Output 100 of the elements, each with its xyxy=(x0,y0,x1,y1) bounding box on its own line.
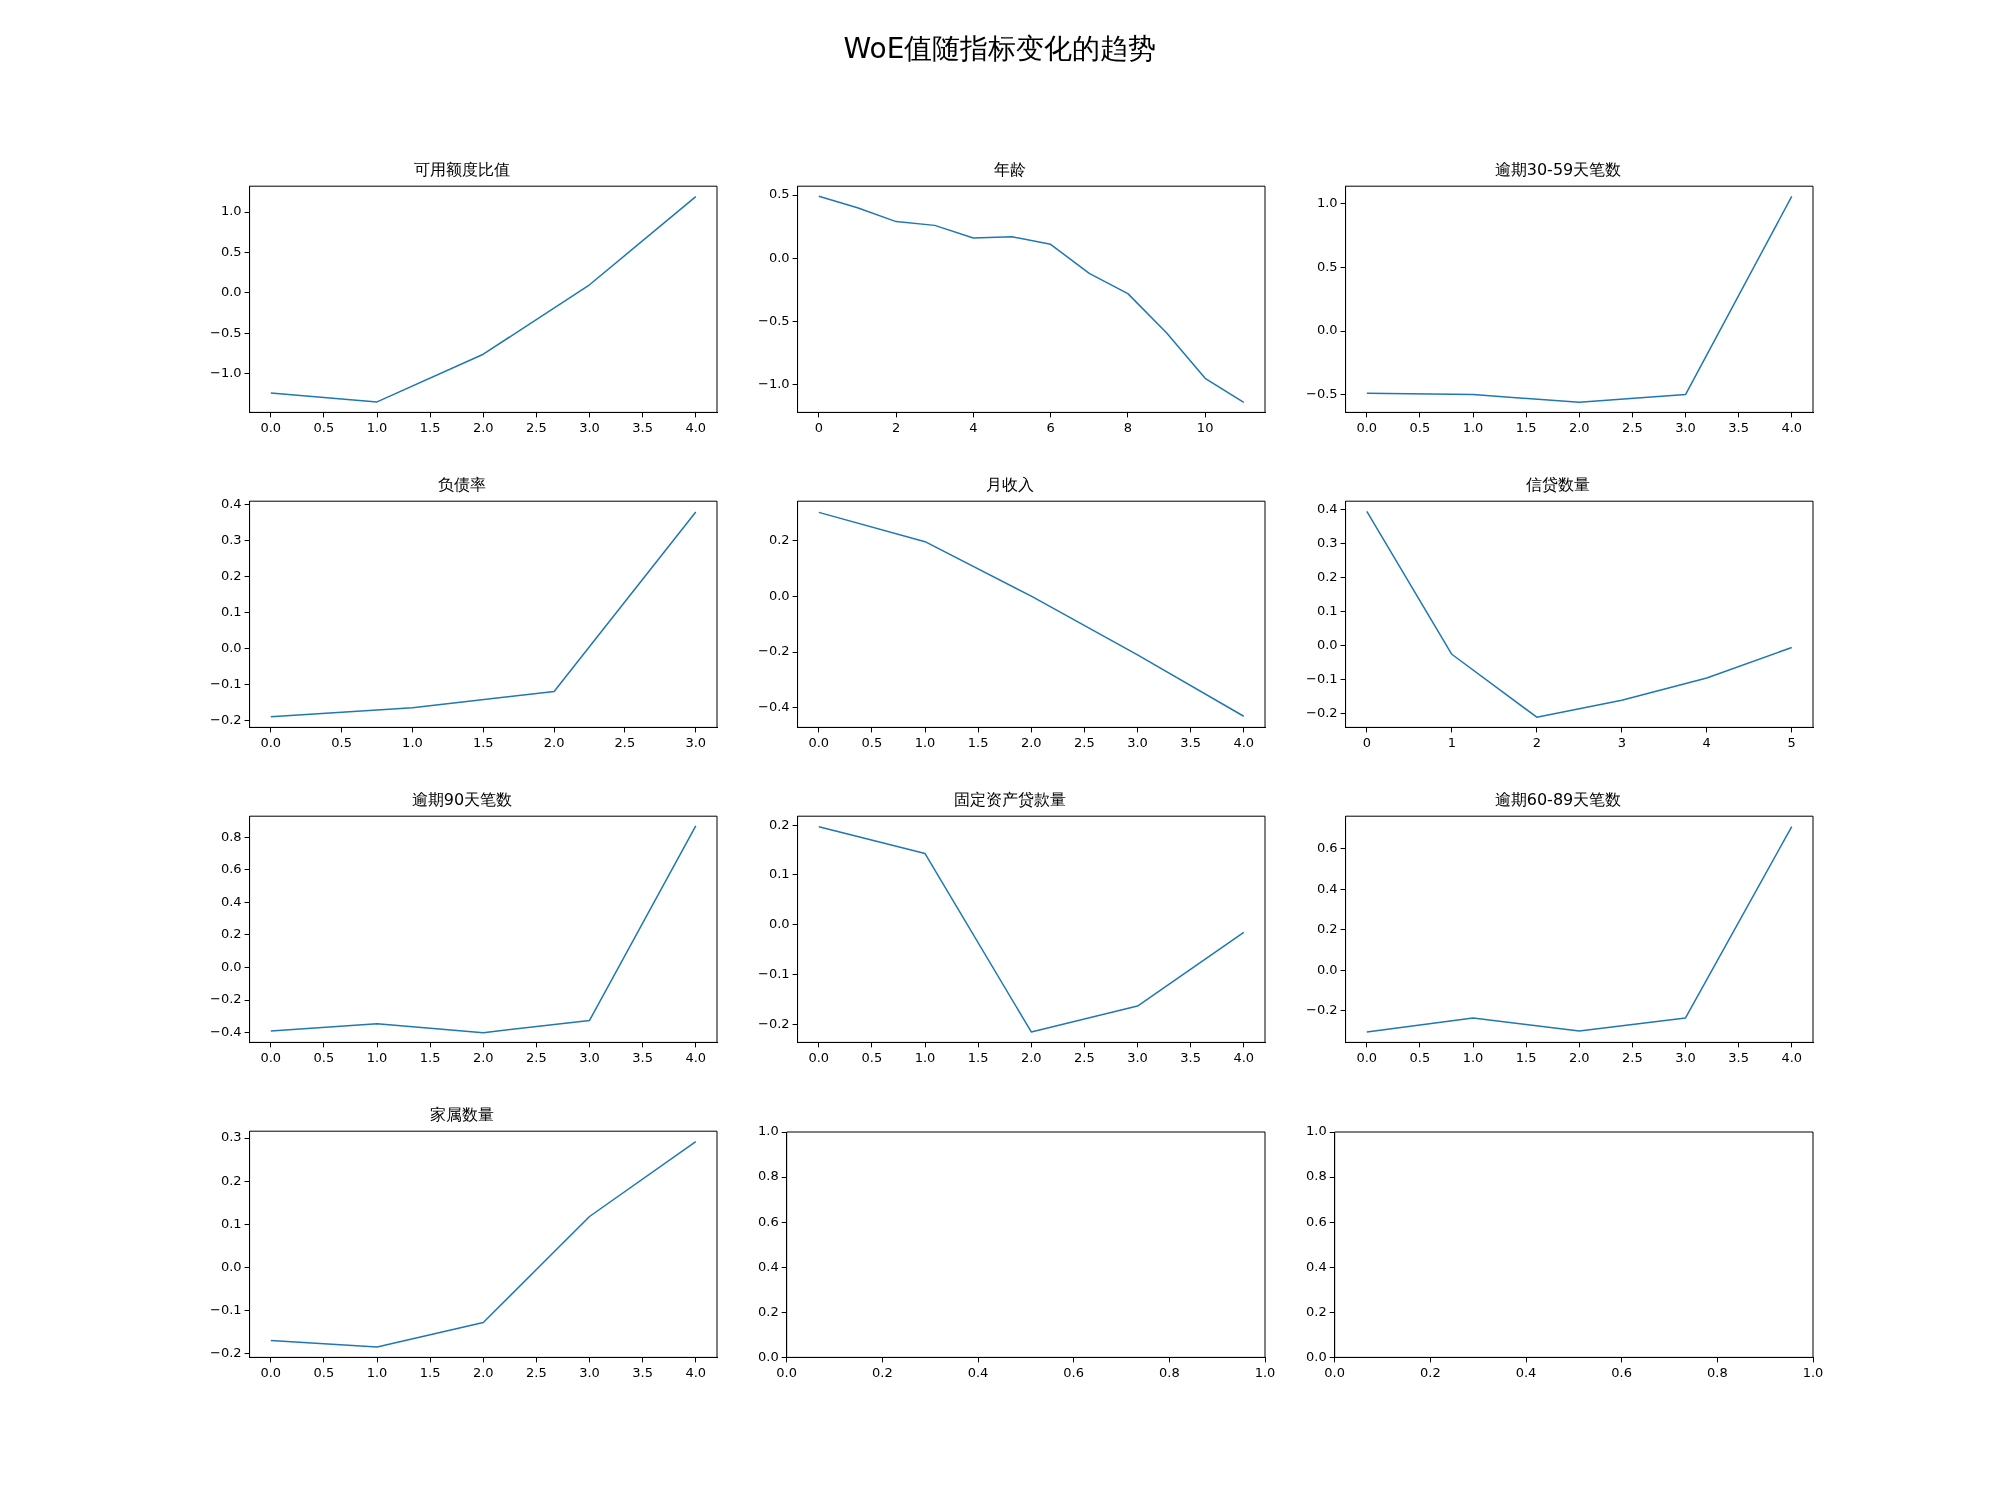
y-tick-label: 0.5 xyxy=(1316,258,1338,274)
y-tick-label: −0.2 xyxy=(1305,1002,1338,1018)
x-tick-label: 4.0 xyxy=(1233,734,1255,750)
x-tick-label: 2.0 xyxy=(472,1364,494,1380)
x-tick-label: 4.0 xyxy=(685,1049,707,1065)
y-tick-label: −1.0 xyxy=(757,375,790,391)
x-tick-label: 0.4 xyxy=(1515,1364,1537,1380)
y-tick-label: 1.0 xyxy=(1316,195,1338,211)
x-tick-label: 0.6 xyxy=(1063,1364,1085,1380)
y-tick-label: 0.2 xyxy=(220,567,242,583)
x-tick-label: 3.5 xyxy=(632,1049,653,1065)
y-tick-label: 0.8 xyxy=(757,1168,779,1184)
y-tick-label: 0.1 xyxy=(1316,603,1338,619)
y-tick-label: 0.0 xyxy=(768,916,790,932)
x-tick-label: 0.5 xyxy=(313,1364,335,1380)
chart-title: 固定资产贷款量 xyxy=(954,789,1066,809)
x-tick-label: 4.0 xyxy=(1781,419,1803,435)
x-tick-label: 3.0 xyxy=(1675,419,1696,435)
x-tick-label: 1.0 xyxy=(914,734,936,750)
y-tick-label: 0.2 xyxy=(220,926,242,942)
x-tick-label: 1.0 xyxy=(402,734,423,750)
x-tick-label: 3.5 xyxy=(1728,1049,1749,1065)
x-tick-label: 1.0 xyxy=(366,419,388,435)
x-tick-label: 0.0 xyxy=(1356,419,1378,435)
y-tick-label: −0.2 xyxy=(757,643,790,659)
y-tick-label: 0.4 xyxy=(757,1258,779,1274)
x-tick-label: 3 xyxy=(1617,734,1626,750)
x-tick-label: 4.0 xyxy=(685,1364,707,1380)
y-tick-label: −0.5 xyxy=(757,312,790,328)
x-tick-label: 2.5 xyxy=(526,1364,547,1380)
x-tick-label: 3.5 xyxy=(632,1364,653,1380)
x-tick-label: 0 xyxy=(814,419,823,435)
y-tick-label: 0.0 xyxy=(1316,322,1338,338)
y-tick-label: 0.1 xyxy=(220,1215,242,1231)
x-tick-label: 0.5 xyxy=(861,1049,883,1065)
chart-title: 家属数量 xyxy=(430,1104,494,1124)
x-tick-label: 2.5 xyxy=(1622,1049,1643,1065)
x-tick-label: 2.5 xyxy=(1074,1049,1095,1065)
x-tick-label: 2.5 xyxy=(614,734,636,750)
x-tick-label: 4.0 xyxy=(1233,1049,1255,1065)
chart-title: 逾期90天笔数 xyxy=(411,789,513,809)
x-tick-label: 4.0 xyxy=(1781,1049,1803,1065)
x-tick-label: 0.0 xyxy=(260,1049,282,1065)
y-tick-label: 0.6 xyxy=(1305,1213,1327,1229)
y-tick-label: 0.2 xyxy=(1316,921,1338,937)
x-tick-label: 6 xyxy=(1046,419,1055,435)
x-tick-label: 2.0 xyxy=(1020,734,1042,750)
x-tick-label: 1.5 xyxy=(419,1049,441,1065)
y-tick-label: 0.4 xyxy=(1316,880,1338,896)
y-tick-label: 0.2 xyxy=(768,816,790,832)
x-tick-label: 2.5 xyxy=(526,419,547,435)
y-tick-label: −0.4 xyxy=(209,1024,242,1040)
x-tick-label: 3.0 xyxy=(1127,734,1148,750)
x-tick-label: 0.0 xyxy=(1356,1049,1378,1065)
x-tick-label: 5 xyxy=(1787,734,1796,750)
x-tick-label: 3.0 xyxy=(1675,1049,1696,1065)
y-tick-label: 0.2 xyxy=(768,531,790,547)
x-tick-label: 2.0 xyxy=(543,734,565,750)
y-tick-label: 0.2 xyxy=(757,1303,779,1319)
x-tick-label: 0.2 xyxy=(872,1364,893,1380)
y-tick-label: −0.1 xyxy=(1305,671,1338,687)
y-tick-label: 0.4 xyxy=(220,893,242,909)
y-tick-label: −0.1 xyxy=(757,966,790,982)
x-tick-label: 0.5 xyxy=(313,419,335,435)
y-tick-label: −0.2 xyxy=(1305,705,1338,721)
x-tick-label: 3.0 xyxy=(685,734,707,750)
y-tick-label: 0.6 xyxy=(220,861,242,877)
x-tick-label: 2.0 xyxy=(1568,419,1590,435)
chart-title: 信贷数量 xyxy=(1526,474,1590,494)
chart-title: 负债率 xyxy=(438,474,486,494)
y-tick-label: 0.5 xyxy=(768,186,790,202)
x-tick-label: 4 xyxy=(969,419,978,435)
x-tick-label: 0.0 xyxy=(260,419,282,435)
y-tick-label: 0.3 xyxy=(220,532,242,548)
y-tick-label: 0.2 xyxy=(220,1172,242,1188)
y-tick-label: 1.0 xyxy=(220,203,242,219)
x-tick-label: 0.2 xyxy=(1420,1364,1441,1380)
x-tick-label: 2 xyxy=(1532,734,1541,750)
y-tick-label: 1.0 xyxy=(757,1123,779,1139)
x-tick-label: 1.0 xyxy=(1254,1364,1276,1380)
x-tick-label: 1.0 xyxy=(1802,1364,1824,1380)
x-tick-label: 2.5 xyxy=(1074,734,1095,750)
x-tick-label: 2.0 xyxy=(1020,1049,1042,1065)
y-tick-label: 0.4 xyxy=(1316,501,1338,517)
y-tick-label: 0.2 xyxy=(1305,1303,1327,1319)
y-tick-label: −0.2 xyxy=(209,711,242,727)
y-tick-label: 0.3 xyxy=(220,1129,242,1145)
y-tick-label: 0.0 xyxy=(220,284,242,300)
y-tick-label: −1.0 xyxy=(209,365,242,380)
y-tick-label: −0.4 xyxy=(757,699,790,715)
x-tick-label: 2.0 xyxy=(1568,1049,1590,1065)
x-tick-label: 1.5 xyxy=(967,734,989,750)
x-tick-label: 1.0 xyxy=(366,1364,388,1380)
x-tick-label: 10 xyxy=(1196,419,1214,435)
y-tick-label: −0.5 xyxy=(209,324,242,340)
y-tick-label: 0.1 xyxy=(768,866,790,882)
x-tick-label: 0.8 xyxy=(1706,1364,1728,1380)
x-tick-label: 2.5 xyxy=(526,1049,547,1065)
y-tick-label: 0.8 xyxy=(220,828,242,844)
y-tick-label: 0.0 xyxy=(1316,637,1338,653)
